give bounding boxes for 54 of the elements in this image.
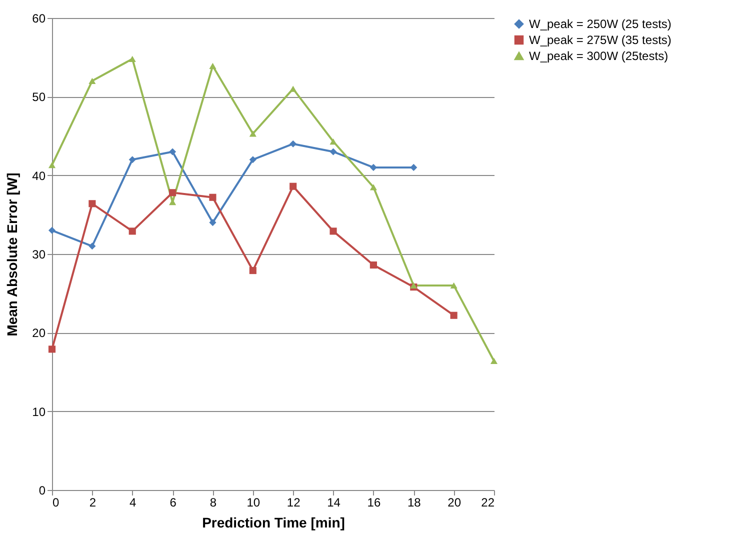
- x-tick-label: 8: [210, 496, 217, 510]
- point: [290, 140, 297, 148]
- x-tick-label: 4: [130, 496, 137, 510]
- point: [290, 86, 297, 92]
- y-tick-label: 10: [32, 404, 46, 419]
- x-tick-label: 20: [448, 496, 462, 510]
- legend-label: W_peak = 300W (25tests): [529, 49, 668, 63]
- point: [209, 62, 216, 70]
- point: [249, 156, 256, 164]
- point: [290, 182, 297, 190]
- point: [169, 189, 176, 196]
- point: [370, 261, 377, 269]
- y-tick-label: 50: [32, 90, 46, 104]
- point: [249, 130, 256, 137]
- point: [330, 148, 337, 156]
- point: [88, 200, 96, 208]
- point: [450, 312, 458, 319]
- point: [490, 358, 498, 364]
- x-tick-label: 16: [367, 496, 381, 510]
- point: [88, 78, 96, 84]
- y-tick-label: 0: [38, 484, 46, 498]
- point: [48, 162, 56, 168]
- y-tick-label: 20: [32, 326, 46, 340]
- legend-label: W_peak = 275W (35 tests): [529, 33, 672, 47]
- point: [48, 226, 56, 234]
- x-tick-label: 2: [89, 496, 96, 510]
- y-tick-label: 30: [32, 248, 46, 262]
- point: [169, 148, 176, 156]
- point: [88, 242, 96, 250]
- point: [128, 228, 136, 235]
- point: [370, 184, 377, 190]
- point: [48, 346, 56, 353]
- point: [370, 164, 377, 172]
- x-tick-label: 22: [481, 496, 495, 510]
- x-tick-label: 14: [327, 496, 341, 510]
- x-tick-label: 18: [407, 496, 422, 510]
- y-tick-label: 40: [32, 168, 46, 183]
- point: [330, 138, 337, 145]
- legend-label: W_peak = 250W (25 tests): [529, 17, 672, 31]
- x-tick-label: 10: [246, 496, 260, 510]
- y-tick-label: 60: [32, 12, 46, 26]
- point: [209, 218, 216, 226]
- x-tick-label: 6: [170, 496, 177, 510]
- y-axis-title: Mean Absolute Error [W]: [4, 172, 20, 336]
- point: [128, 56, 136, 62]
- point: [450, 282, 458, 289]
- point: [410, 164, 418, 172]
- point: [128, 156, 136, 164]
- point: [249, 266, 256, 274]
- x-tick-label: 12: [286, 496, 301, 510]
- x-tick-label: 0: [52, 496, 60, 510]
- x-axis-title: Prediction Time [min]: [202, 514, 345, 530]
- point: [330, 228, 337, 235]
- point: [209, 194, 216, 201]
